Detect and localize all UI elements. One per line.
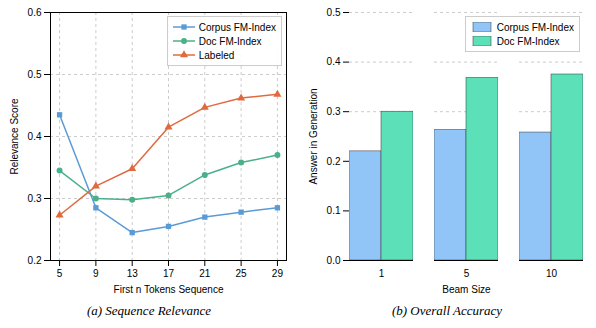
svg-text:Beam Size: Beam Size	[442, 284, 491, 295]
html-text:(a) Sequence Relevance: (a) Sequence Relevance	[86, 303, 212, 318]
svg-text:21: 21	[199, 268, 211, 279]
svg-text:5: 5	[57, 268, 63, 279]
svg-text:Relevance Score: Relevance Score	[9, 98, 20, 175]
html-text:Corpus FM-Index: Corpus FM-Index	[198, 21, 276, 33]
svg-text:25: 25	[236, 268, 248, 279]
svg-text:0.0: 0.0	[327, 255, 341, 266]
html-text:Labeled: Labeled	[198, 49, 235, 61]
svg-text:First n Tokens Sequence: First n Tokens Sequence	[114, 284, 224, 295]
svg-text:0.5: 0.5	[327, 7, 341, 18]
svg-text:0.1: 0.1	[327, 205, 341, 216]
svg-text:9: 9	[93, 268, 99, 279]
svg-text:1: 1	[379, 268, 385, 279]
html-text:Doc FM-Index: Doc FM-Index	[198, 35, 262, 47]
svg-text:Answer in Generation: Answer in Generation	[308, 88, 319, 184]
svg-text:5: 5	[464, 268, 470, 279]
svg-text:0.2: 0.2	[28, 255, 42, 266]
svg-text:0.6: 0.6	[28, 7, 42, 18]
svg-text:0.2: 0.2	[327, 156, 341, 167]
html-text:Doc FM-Index: Doc FM-Index	[496, 35, 560, 47]
svg-text:0.3: 0.3	[28, 193, 42, 204]
svg-text:0.4: 0.4	[28, 131, 42, 142]
svg-text:17: 17	[163, 268, 175, 279]
svg-text:0.3: 0.3	[327, 106, 341, 117]
html-text:(b) Overall Accuracy: (b) Overall Accuracy	[391, 303, 503, 318]
svg-text:0.5: 0.5	[28, 69, 42, 80]
svg-text:0.4: 0.4	[327, 56, 341, 67]
svg-text:10: 10	[546, 268, 558, 279]
svg-text:29: 29	[272, 268, 284, 279]
svg-text:13: 13	[127, 268, 139, 279]
html-text:Corpus FM-Index: Corpus FM-Index	[496, 21, 574, 33]
